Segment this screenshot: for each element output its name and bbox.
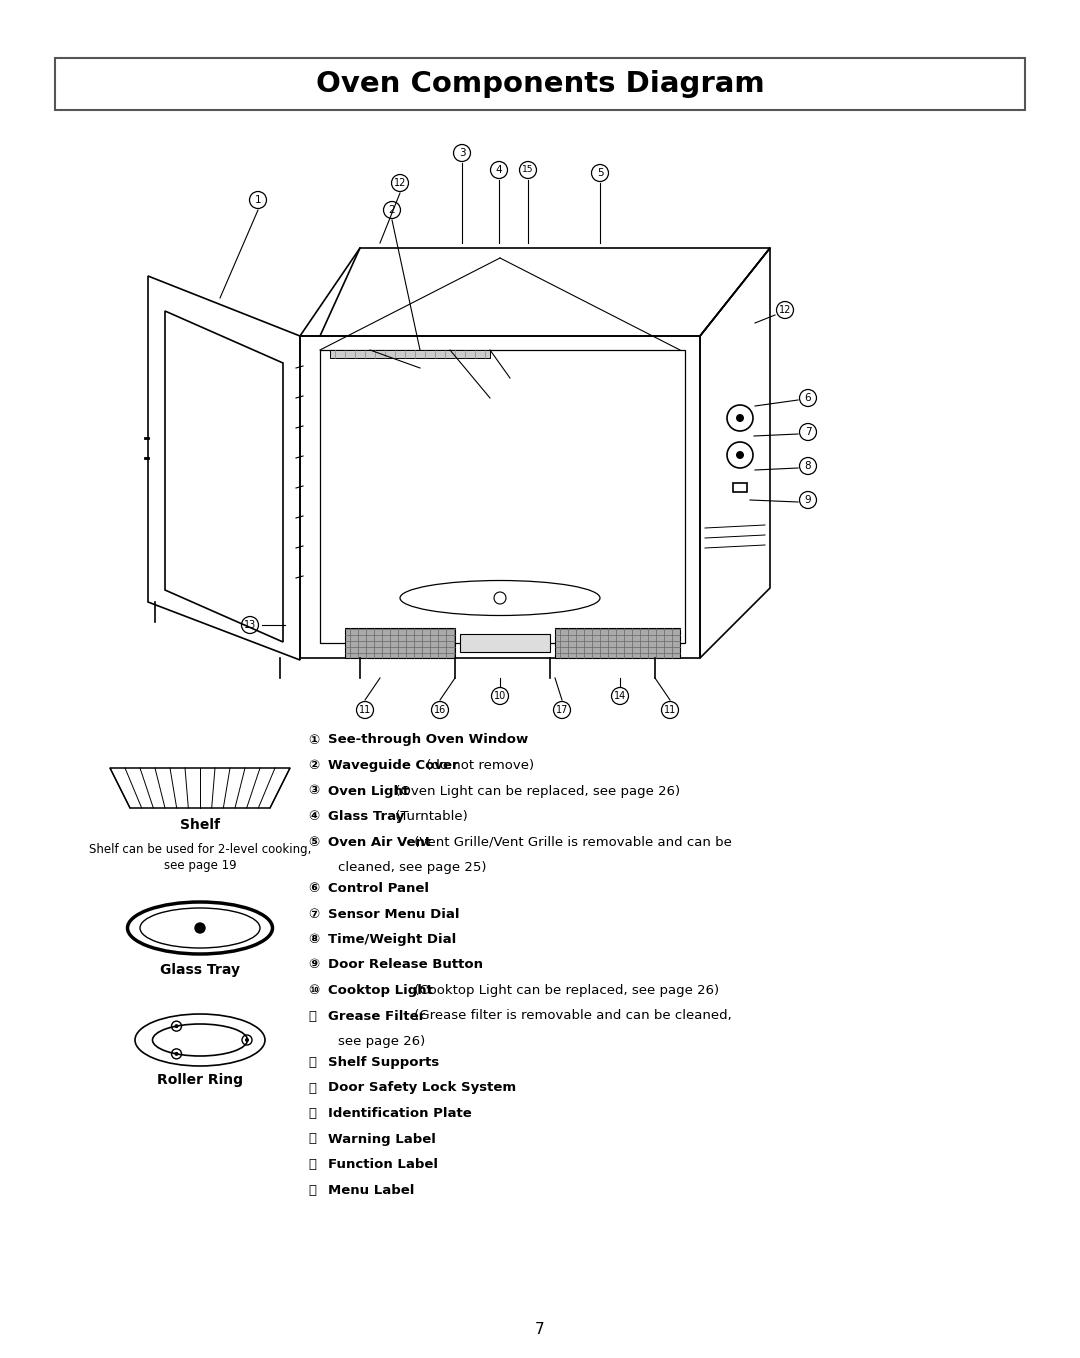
Text: Oven Components Diagram: Oven Components Diagram — [315, 71, 765, 98]
Text: ③: ③ — [308, 785, 320, 797]
Text: Door Release Button: Door Release Button — [328, 959, 483, 971]
Text: ④: ④ — [308, 809, 320, 823]
Text: 8: 8 — [805, 460, 811, 471]
Text: (Vent Grille/Vent Grille is removable and can be: (Vent Grille/Vent Grille is removable an… — [410, 835, 732, 849]
Text: (Turntable): (Turntable) — [391, 809, 468, 823]
Bar — [733, 483, 747, 492]
Text: ⑭: ⑭ — [308, 1107, 316, 1120]
Text: Waveguide Cover: Waveguide Cover — [328, 759, 459, 771]
Bar — [460, 634, 550, 652]
Text: 14: 14 — [613, 691, 626, 701]
Text: (Grease filter is removable and can be cleaned,: (Grease filter is removable and can be c… — [410, 1009, 731, 1023]
Text: See-through Oven Window: See-through Oven Window — [328, 733, 528, 747]
Bar — [555, 627, 680, 659]
Text: (Cooktop Light can be replaced, see page 26): (Cooktop Light can be replaced, see page… — [410, 985, 719, 997]
Circle shape — [175, 1024, 178, 1028]
Text: ⑤: ⑤ — [308, 835, 320, 849]
Text: 4: 4 — [496, 166, 502, 175]
Text: see page 26): see page 26) — [338, 1035, 426, 1048]
Circle shape — [195, 923, 205, 933]
Text: Grease Filter: Grease Filter — [328, 1009, 426, 1023]
Text: 12: 12 — [394, 178, 406, 187]
Text: Glass Tray: Glass Tray — [160, 963, 240, 976]
Text: ⑦: ⑦ — [308, 907, 320, 921]
Text: ⑮: ⑮ — [308, 1133, 316, 1146]
Text: 1: 1 — [255, 196, 261, 205]
Text: Menu Label: Menu Label — [328, 1184, 415, 1196]
Text: ⑰: ⑰ — [308, 1184, 316, 1196]
Text: Roller Ring: Roller Ring — [157, 1073, 243, 1086]
Text: ⑩: ⑩ — [308, 985, 320, 997]
Text: Oven Light: Oven Light — [328, 785, 409, 797]
Text: Shelf Supports: Shelf Supports — [328, 1057, 440, 1069]
Text: ②: ② — [308, 759, 320, 771]
Text: 15: 15 — [523, 166, 534, 174]
Text: 17: 17 — [556, 705, 568, 716]
Text: ⑨: ⑨ — [308, 959, 320, 971]
Text: 13: 13 — [244, 621, 256, 630]
Text: Shelf can be used for 2-level cooking,: Shelf can be used for 2-level cooking, — [89, 842, 311, 856]
Text: 3: 3 — [459, 148, 465, 158]
Text: ①: ① — [308, 733, 320, 747]
Text: Warning Label: Warning Label — [328, 1133, 436, 1146]
Text: Shelf: Shelf — [180, 818, 220, 832]
Text: Control Panel: Control Panel — [328, 881, 429, 895]
Text: Glass Tray: Glass Tray — [328, 809, 404, 823]
Text: ⑪: ⑪ — [308, 1009, 316, 1023]
Circle shape — [735, 451, 744, 459]
Text: 7: 7 — [805, 426, 811, 437]
Text: Identification Plate: Identification Plate — [328, 1107, 472, 1120]
Text: (do not remove): (do not remove) — [422, 759, 535, 771]
Text: ⑬: ⑬ — [308, 1081, 316, 1095]
Text: 7: 7 — [536, 1323, 544, 1338]
Text: 2: 2 — [389, 205, 395, 215]
Text: ⑧: ⑧ — [308, 933, 320, 947]
Bar — [345, 627, 455, 659]
Text: 12: 12 — [779, 306, 792, 315]
Text: Oven Air Vent: Oven Air Vent — [328, 835, 431, 849]
Circle shape — [175, 1052, 178, 1057]
FancyBboxPatch shape — [55, 58, 1025, 110]
Circle shape — [245, 1038, 249, 1042]
Text: 6: 6 — [805, 392, 811, 403]
Text: 9: 9 — [805, 496, 811, 505]
Text: cleaned, see page 25): cleaned, see page 25) — [338, 861, 486, 875]
Text: 11: 11 — [359, 705, 372, 716]
Text: (Oven Light can be replaced, see page 26): (Oven Light can be replaced, see page 26… — [391, 785, 680, 797]
Text: ⑥: ⑥ — [308, 881, 320, 895]
Text: 10: 10 — [494, 691, 507, 701]
Polygon shape — [330, 350, 490, 359]
Text: Cooktop Light: Cooktop Light — [328, 985, 433, 997]
Text: see page 19: see page 19 — [164, 858, 237, 872]
Text: ⑯: ⑯ — [308, 1158, 316, 1171]
Text: 11: 11 — [664, 705, 676, 716]
Text: Sensor Menu Dial: Sensor Menu Dial — [328, 907, 459, 921]
Text: Door Safety Lock System: Door Safety Lock System — [328, 1081, 516, 1095]
Text: Time/Weight Dial: Time/Weight Dial — [328, 933, 456, 947]
Text: 5: 5 — [596, 168, 604, 178]
Text: Function Label: Function Label — [328, 1158, 438, 1171]
Circle shape — [735, 414, 744, 422]
Text: 16: 16 — [434, 705, 446, 716]
Text: ⑫: ⑫ — [308, 1057, 316, 1069]
